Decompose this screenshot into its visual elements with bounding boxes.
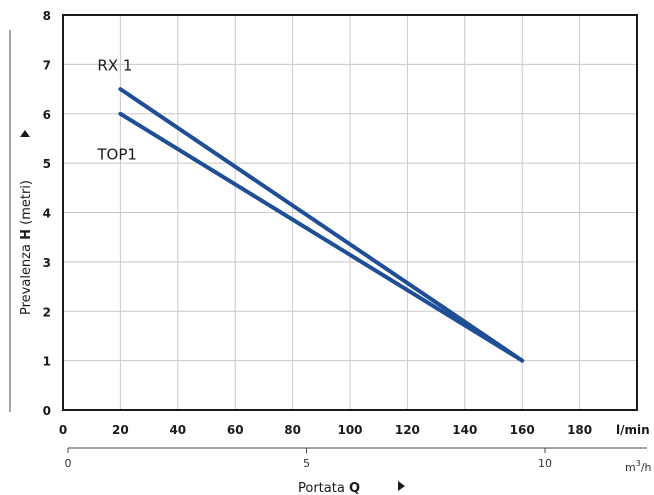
plot-frame: [62, 14, 638, 411]
x-tick-label: 60: [227, 423, 244, 437]
y-tick-label: 7: [43, 58, 51, 72]
series-label: TOP1: [96, 145, 137, 163]
y-tick-label: 1: [43, 355, 51, 369]
secondary-x-tick-label: 10: [538, 457, 552, 470]
x-tick-label: 180: [567, 423, 592, 437]
x-axis-arrow-icon: [398, 481, 405, 491]
x-axis-title: Portata Q: [298, 481, 360, 495]
x-tick-label: 40: [169, 423, 186, 437]
secondary-x-axis: 0 5 10: [65, 447, 647, 470]
y-tick-label: 6: [43, 108, 51, 122]
secondary-x-axis-unit: m3/h: [625, 459, 652, 474]
series-lines: [118, 87, 525, 363]
y-tick-label: 4: [43, 207, 51, 221]
series-labels: RX 1 TOP1: [96, 56, 137, 163]
y-tick-label: 3: [43, 256, 51, 270]
x-tick-label: 80: [284, 423, 301, 437]
series-line-top1: [118, 111, 525, 363]
x-tick-label: 0: [59, 423, 67, 437]
grid-lines: [63, 15, 637, 410]
y-tick-label: 8: [43, 9, 51, 23]
y-axis-arrow-icon: [20, 130, 30, 137]
secondary-x-tick-label: 5: [303, 457, 310, 470]
x-tick-label: 120: [395, 423, 420, 437]
x-tick-label: 100: [337, 423, 362, 437]
plot-border: [62, 14, 638, 411]
y-axis-title: Prevalenza H (metri): [19, 180, 34, 315]
y-tick-label: 2: [43, 305, 51, 319]
x-tick-label: 140: [452, 423, 477, 437]
x-axis-unit: l/min: [616, 423, 650, 437]
x-tick-label: 20: [112, 423, 129, 437]
tick-labels: 0 20 40 60 80 100 120 140 160 180 0 1 2 3 4 5 6 7 8: [43, 9, 592, 437]
series-label: RX 1: [97, 56, 132, 74]
x-tick-label: 160: [510, 423, 535, 437]
secondary-x-tick-label: 0: [65, 457, 72, 470]
y-tick-label: 0: [43, 404, 51, 418]
y-tick-label: 5: [43, 157, 51, 171]
series-line-rx-1: [118, 87, 525, 363]
